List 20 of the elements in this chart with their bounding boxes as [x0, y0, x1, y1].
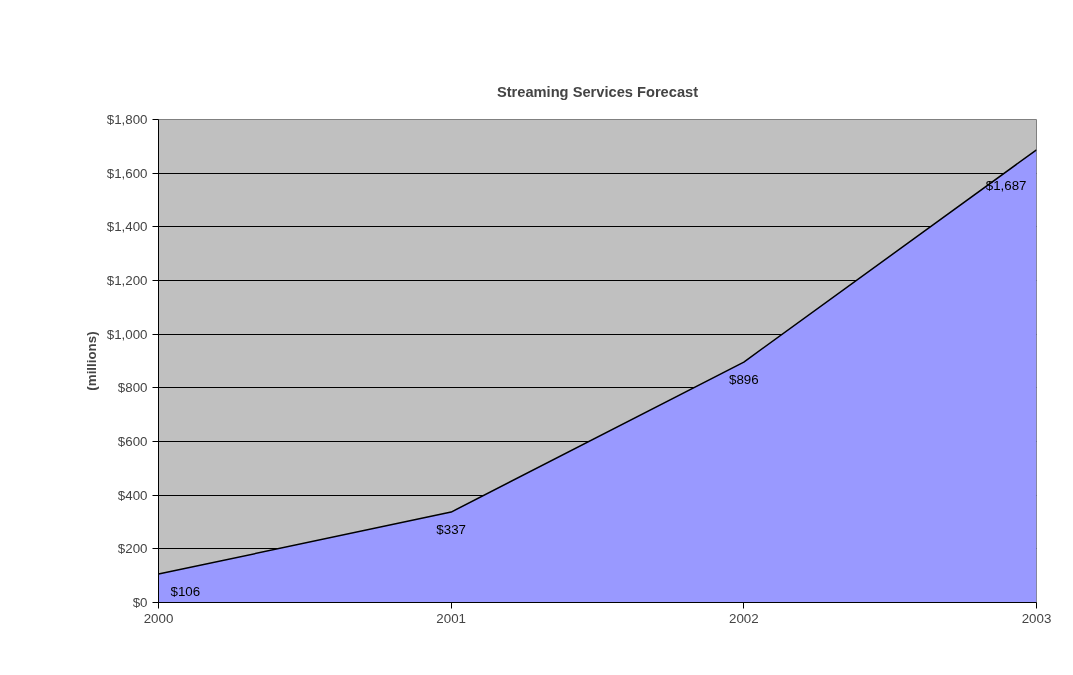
y-tick-label: $1,600 — [106, 165, 148, 181]
y-tick-label: $1,200 — [106, 273, 148, 288]
y-tick-label: $1,400 — [106, 219, 148, 235]
x-tick-label: 2002 — [729, 610, 759, 626]
x-tick-label: 2000 — [143, 610, 174, 626]
y-tick-label: $800 — [117, 380, 148, 396]
y-tick-label: $0 — [132, 595, 148, 610]
data-label: $106 — [170, 584, 201, 600]
data-label: $337 — [436, 522, 466, 538]
y-tick-label: $1,000 — [106, 326, 148, 342]
x-tick-label: 2003 — [1021, 610, 1052, 626]
y-tick-label: $1,800 — [106, 112, 148, 127]
chart-title: Streaming Services Forecast — [496, 83, 699, 100]
y-tick-label: $200 — [117, 541, 148, 557]
y-axis-title: (millions) — [83, 331, 99, 391]
y-tick-label: $400 — [117, 487, 148, 503]
y-tick-label: $600 — [117, 434, 148, 449]
data-label: $1,687 — [985, 177, 1027, 193]
data-label: $896 — [729, 372, 759, 388]
x-tick-label: 2001 — [436, 610, 466, 626]
